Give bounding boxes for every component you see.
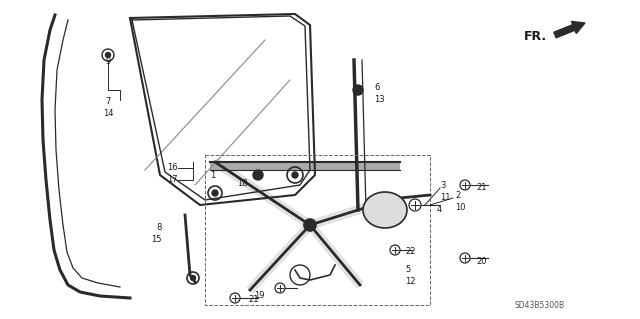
Text: 21: 21 [476,183,486,192]
Text: 11: 11 [440,192,451,202]
Text: 17: 17 [168,175,178,184]
Ellipse shape [363,192,407,228]
Text: 18: 18 [237,180,248,189]
Circle shape [353,85,363,95]
Circle shape [253,170,263,180]
Text: FR.: FR. [524,31,547,43]
Text: 14: 14 [103,109,113,118]
Text: 15: 15 [152,235,162,244]
FancyArrow shape [554,21,585,38]
Text: 5: 5 [405,265,410,275]
Circle shape [304,219,316,231]
Circle shape [106,53,111,57]
Circle shape [381,211,389,219]
Polygon shape [210,162,400,170]
Polygon shape [309,196,391,229]
Text: 1: 1 [210,170,215,180]
Polygon shape [212,159,312,228]
Polygon shape [247,222,313,293]
Circle shape [212,190,218,196]
Text: 10: 10 [455,203,465,211]
Text: SD43B5300B: SD43B5300B [515,300,565,309]
Polygon shape [307,222,363,287]
Text: 16: 16 [168,164,178,173]
Text: 3: 3 [440,181,445,189]
Text: 4: 4 [437,205,442,214]
Circle shape [191,276,195,280]
Text: 7: 7 [106,98,111,107]
Text: 22: 22 [405,248,415,256]
Text: 9: 9 [106,57,111,66]
Text: 8: 8 [157,224,162,233]
Text: 19: 19 [255,291,265,300]
Text: 12: 12 [405,278,415,286]
Text: 2: 2 [455,190,460,199]
Circle shape [292,172,298,178]
Text: 21: 21 [248,295,259,305]
Text: 6: 6 [374,84,380,93]
Text: 13: 13 [374,95,385,105]
Text: 20: 20 [476,256,486,265]
